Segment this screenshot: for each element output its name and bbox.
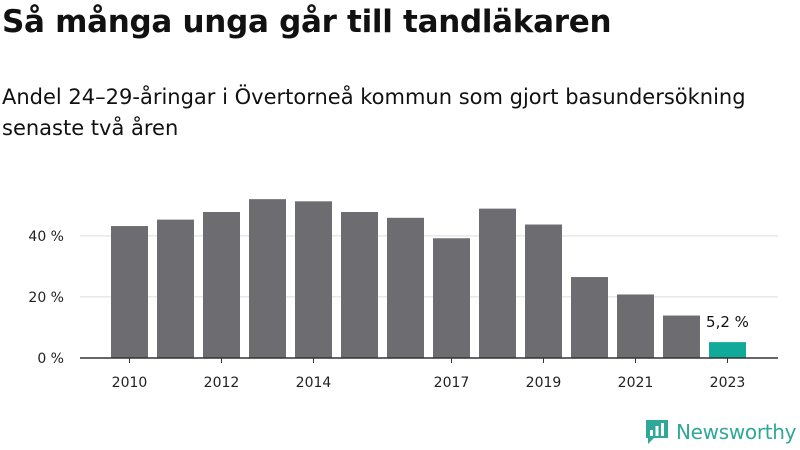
chart-title: Så många unga går till tandläkaren <box>2 4 612 40</box>
bar-2011 <box>157 219 194 358</box>
bar-2016 <box>387 217 424 358</box>
x-tick-label: 2023 <box>710 375 746 391</box>
bars <box>111 199 746 358</box>
bar-2022 <box>663 315 700 358</box>
bar-2010 <box>111 226 148 358</box>
gridlines <box>80 235 778 298</box>
x-tick-label: 2014 <box>296 375 332 391</box>
bar-2019 <box>525 224 562 358</box>
newsworthy-logo-icon <box>646 420 668 444</box>
bar-value-label: 5,2 % <box>706 313 749 331</box>
bar-2017 <box>433 238 470 358</box>
chart-subtitle: Andel 24–29-åringar i Övertorneå kommun … <box>2 85 746 140</box>
bar-2013 <box>249 199 286 358</box>
bar-2014 <box>295 201 332 358</box>
bar-2012 <box>203 211 240 358</box>
bar-2020 <box>571 277 608 358</box>
x-tick-label: 2017 <box>434 375 470 391</box>
x-tick-label: 2010 <box>112 375 148 391</box>
axes <box>80 357 778 363</box>
bar-2023 <box>709 342 746 358</box>
y-tick-label: 20 % <box>28 290 64 306</box>
x-tick-label: 2012 <box>204 375 240 391</box>
y-tick-label: 40 % <box>28 229 64 245</box>
x-tick-label: 2019 <box>526 375 562 391</box>
labels: 0 % 20 % 40 % 2010 2012 2014 2017 2019 2021 2023 5… <box>28 229 749 391</box>
bar-2018 <box>479 208 516 358</box>
brand-logo: Newsworthy <box>644 418 797 446</box>
bar-2021 <box>617 294 654 358</box>
brand-name: Newsworthy <box>676 420 797 444</box>
y-tick-label: 0 % <box>37 351 64 367</box>
x-tick-label: 2021 <box>618 375 654 391</box>
bar-2015 <box>341 211 378 358</box>
